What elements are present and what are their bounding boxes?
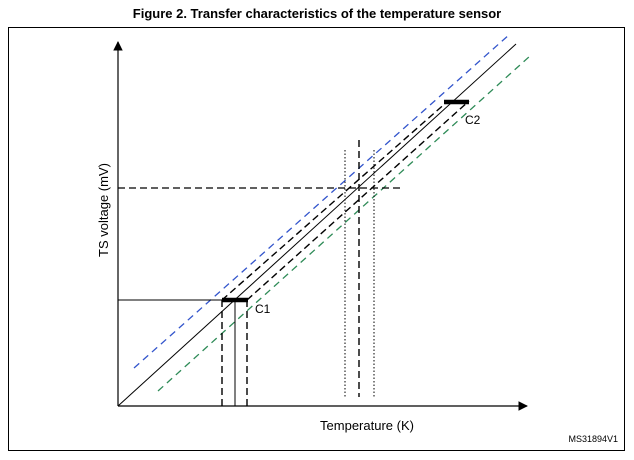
y-axis-label: TS voltage (mV) <box>96 163 111 257</box>
figure-id-code: MS31894V1 <box>568 434 618 444</box>
figure-frame <box>8 27 625 451</box>
measured-line-upper <box>221 100 449 301</box>
c1-label: C1 <box>255 302 271 316</box>
figure-title: Figure 2. Transfer characteristics of th… <box>132 6 502 21</box>
upper-tolerance-line <box>133 33 511 369</box>
ideal-line <box>117 43 517 407</box>
x-axis-label: Temperature (K) <box>320 418 414 433</box>
measured-line-lower <box>246 100 470 301</box>
lower-tolerance-line <box>157 55 531 392</box>
c2-label: C2 <box>465 113 481 127</box>
